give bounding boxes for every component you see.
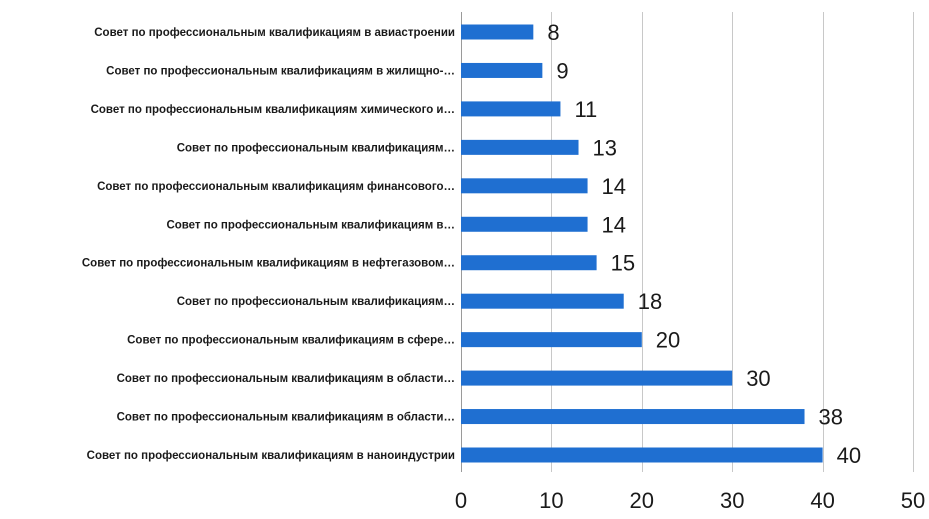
bar (461, 293, 624, 309)
data-label: 15 (611, 251, 635, 276)
category-label: Совет по профессиональным квалификациям … (117, 373, 455, 385)
data-label: 38 (819, 405, 843, 430)
category-label: Совет по профессиональным квалификациям … (91, 104, 455, 116)
bar (461, 178, 588, 194)
bar (461, 216, 588, 232)
bars (461, 24, 823, 463)
x-tick-label: 30 (720, 488, 744, 513)
bar (461, 24, 534, 40)
category-label: Совет по профессиональным квалификациям … (106, 65, 455, 77)
bar (461, 62, 543, 78)
bar (461, 370, 733, 386)
category-label: Совет по профессиональным квалификациям … (82, 258, 455, 270)
data-label: 30 (746, 366, 770, 391)
x-tick-label: 40 (810, 488, 834, 513)
x-tick-label: 50 (901, 488, 925, 513)
data-label: 8 (547, 20, 559, 45)
bar (461, 101, 561, 117)
bar (461, 255, 597, 271)
category-label: Совет по профессиональным квалификациям … (97, 181, 455, 193)
category-label: Совет по профессиональным квалификациям … (94, 27, 455, 39)
x-tick-label: 10 (539, 488, 563, 513)
grid-lines (461, 12, 914, 472)
bar (461, 409, 805, 425)
data-label: 14 (602, 174, 626, 199)
category-labels: Совет по профессиональным квалификациям … (82, 27, 455, 462)
data-label: 20 (656, 328, 680, 353)
category-label: Совет по профессиональным квалификациям … (166, 219, 455, 231)
x-tick-label: 20 (630, 488, 654, 513)
data-label: 40 (837, 443, 861, 468)
bar (461, 139, 579, 155)
data-label: 13 (593, 135, 617, 160)
data-label: 14 (602, 212, 626, 237)
data-label: 18 (638, 289, 662, 314)
data-label: 11 (574, 97, 597, 122)
category-label: Совет по профессиональным квалификациям … (87, 450, 455, 462)
category-label: Совет по профессиональным квалификациям… (177, 296, 455, 308)
data-label: 9 (556, 58, 568, 83)
category-label: Совет по профессиональным квалификациям … (127, 335, 455, 347)
x-tick-label: 0 (455, 488, 467, 513)
category-label: Совет по профессиональным квалификациям… (177, 142, 455, 154)
bar (461, 447, 823, 463)
category-label: Совет по профессиональным квалификациям … (117, 412, 455, 424)
bar (461, 332, 642, 348)
x-axis-tick-labels: 0 10 20 30 40 50 (455, 488, 925, 513)
